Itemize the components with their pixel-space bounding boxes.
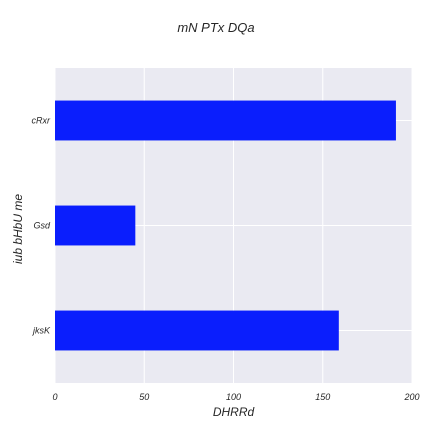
y-axis-label: iub bHbU me bbox=[11, 193, 25, 265]
y-tick-label: jksK bbox=[32, 326, 51, 336]
x-tick-label: 150 bbox=[315, 392, 330, 402]
x-tick-label: 100 bbox=[226, 392, 241, 402]
y-tick-label: cRxr bbox=[32, 116, 51, 126]
bar-cRxr bbox=[55, 100, 396, 141]
x-axis-label: DHRRd bbox=[212, 405, 255, 419]
bar-Gsd bbox=[55, 205, 136, 246]
x-tick-label: 50 bbox=[139, 392, 149, 402]
x-tick-label: 200 bbox=[403, 392, 419, 402]
chart-title: mN PTx DQa bbox=[177, 20, 255, 35]
x-tick-label: 0 bbox=[52, 392, 57, 402]
y-tick-label: Gsd bbox=[33, 221, 51, 231]
bar-jksK bbox=[55, 310, 339, 351]
